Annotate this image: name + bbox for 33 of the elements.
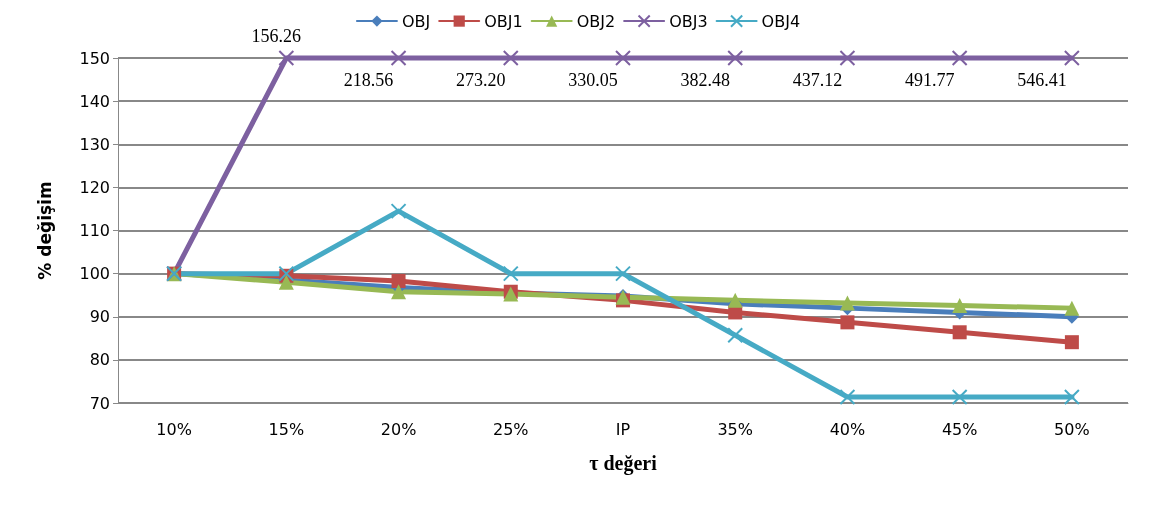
annotation: 382.48 [680, 70, 730, 90]
x-tick-label: 50% [1054, 419, 1090, 439]
y-tick-label: 120 [79, 177, 110, 197]
annotation: 218.56 [343, 70, 394, 90]
x-tick-label: 25% [493, 419, 529, 439]
y-tick-label: 130 [79, 134, 110, 154]
annotation: 437.12 [792, 70, 843, 90]
y-tick-label: 70 [89, 393, 110, 413]
x-tick-label: 20% [380, 419, 417, 439]
annotation: 156.26 [251, 26, 302, 46]
y-tick-label: 90 [89, 307, 110, 327]
x-axis-title: τ değeri [589, 452, 658, 475]
y-tick-label: 140 [79, 91, 110, 111]
x-tick-label: IP [615, 419, 631, 439]
legend-label: OBJ2 [576, 11, 616, 31]
y-axis-title: % değişim [34, 181, 55, 280]
annotation: 546.41 [1017, 70, 1067, 90]
annotation: 273.20 [456, 70, 506, 90]
legend-label: OBJ3 [669, 11, 708, 31]
y-tick-label: 80 [89, 350, 110, 370]
x-tick-label: 40% [829, 419, 866, 439]
y-tick-label: 100 [79, 264, 110, 284]
legend-label: OBJ1 [484, 11, 523, 31]
annotation: 491.77 [904, 70, 955, 90]
y-tick-label: 110 [79, 221, 110, 240]
x-tick-label: 35% [717, 419, 753, 439]
legend-label: OBJ4 [761, 11, 801, 31]
legend-label: OBJ [401, 11, 431, 31]
y-tick-label: 150 [79, 48, 110, 68]
x-tick-label: 45% [941, 419, 978, 439]
x-tick-label: 15% [268, 419, 305, 439]
annotation: 330.05 [568, 70, 618, 90]
x-tick-label: 10% [156, 419, 192, 439]
